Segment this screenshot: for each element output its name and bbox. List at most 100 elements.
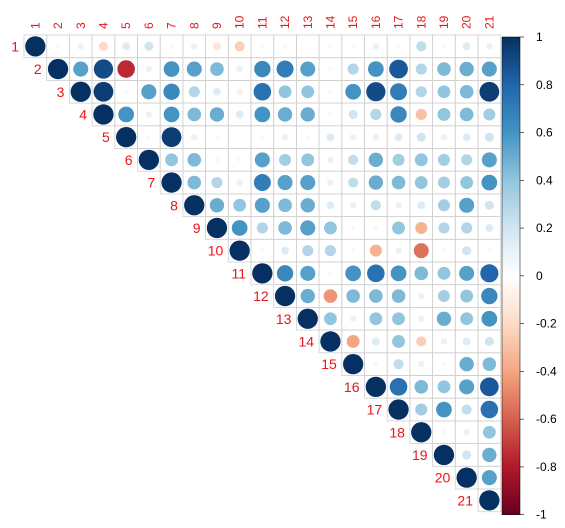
cell-circle-8-10 — [233, 198, 247, 212]
cell-circle-7-14 — [327, 179, 334, 186]
cell-circle-4-4 — [93, 104, 114, 125]
top-label-10: 10 — [233, 15, 247, 29]
cell-circle-6-8 — [187, 153, 202, 167]
row-label-1: 1 — [11, 38, 19, 54]
cell-circle-10-19 — [441, 248, 447, 253]
top-label-15: 15 — [346, 15, 360, 29]
cell-circle-10-15 — [350, 248, 356, 253]
cell-circle-4-17 — [390, 106, 407, 123]
cell-circle-8-8 — [184, 195, 205, 216]
cell-circle-12-14 — [323, 289, 338, 303]
cell-circle-5-12 — [281, 133, 289, 141]
cell-circle-8-13 — [300, 198, 315, 213]
row-label-7: 7 — [147, 175, 155, 191]
legend-tick--0.6: -0.6 — [536, 412, 557, 426]
cell-circle-4-9 — [209, 107, 225, 122]
cell-circle-4-18 — [415, 108, 427, 121]
cell-circle-5-7 — [161, 127, 182, 148]
cell-circle-11-16 — [367, 264, 385, 283]
cell-circle-9-13 — [300, 220, 316, 236]
cell-circle-13-13 — [297, 308, 318, 329]
cell-circle-6-12 — [279, 153, 292, 166]
cell-circle-15-15 — [343, 354, 364, 375]
cell-circle-5-20 — [462, 133, 471, 142]
cell-circle-4-19 — [437, 108, 451, 121]
cell-circle-8-14 — [326, 201, 335, 210]
cell-circle-6-9 — [214, 157, 220, 163]
cell-circle-2-10 — [236, 65, 243, 73]
row-label-11: 11 — [231, 265, 246, 281]
cell-circle-3-7 — [163, 83, 180, 100]
cell-circle-4-7 — [163, 106, 180, 123]
cell-circle-1-4 — [98, 41, 108, 51]
cell-circle-6-6 — [138, 149, 160, 171]
cell-circle-8-19 — [437, 199, 450, 212]
top-label-21: 21 — [482, 15, 496, 29]
cell-circle-4-6 — [145, 111, 153, 118]
row-label-15: 15 — [321, 356, 337, 372]
cell-circle-4-15 — [348, 109, 358, 119]
cell-circle-9-11 — [256, 222, 268, 234]
cell-circle-2-18 — [415, 63, 427, 75]
cell-circle-14-21 — [484, 336, 494, 346]
cell-circle-2-15 — [347, 63, 359, 75]
cell-circle-9-16 — [373, 225, 379, 231]
cell-circle-8-11 — [254, 197, 270, 213]
cell-circle-17-17 — [388, 399, 409, 420]
cell-circle-3-8 — [188, 86, 200, 98]
cell-circle-13-15 — [349, 315, 357, 322]
cell-circle-12-18 — [418, 292, 425, 300]
cell-circle-9-10 — [231, 220, 248, 236]
cell-circle-16-16 — [365, 376, 386, 397]
cell-circle-3-11 — [253, 82, 272, 101]
cell-circle-7-9 — [211, 176, 223, 189]
top-label-18: 18 — [414, 15, 428, 29]
cell-circle-6-11 — [254, 152, 270, 168]
cell-circle-12-13 — [300, 288, 315, 304]
cell-circle-3-16 — [366, 82, 386, 102]
legend-tick-0: 0 — [536, 269, 543, 283]
row-label-2: 2 — [34, 61, 42, 77]
cell-circle-3-15 — [345, 83, 362, 100]
cell-circle-1-18 — [416, 41, 427, 52]
cell-circle-12-21 — [481, 287, 498, 305]
top-label-19: 19 — [437, 15, 451, 29]
cell-circle-12-16 — [369, 289, 383, 303]
cell-circle-11-17 — [390, 265, 407, 282]
top-label-4: 4 — [96, 22, 110, 29]
cell-circle-2-12 — [276, 60, 294, 78]
cell-circle-20-20 — [456, 467, 477, 488]
cell-circle-11-12 — [276, 265, 294, 282]
legend-tick-0.4: 0.4 — [536, 173, 553, 187]
cell-circle-13-20 — [460, 312, 474, 326]
cell-circle-2-14 — [328, 66, 333, 72]
row-label-18: 18 — [389, 424, 405, 440]
cell-circle-4-13 — [300, 107, 315, 122]
cell-circle-4-8 — [187, 107, 202, 122]
cell-circle-3-14 — [328, 89, 333, 95]
row-label-17: 17 — [367, 402, 383, 418]
legend-tick-0.8: 0.8 — [536, 78, 553, 92]
cell-circle-5-8 — [191, 133, 198, 141]
grid-cell — [227, 125, 252, 149]
top-label-9: 9 — [210, 22, 224, 29]
cell-circle-12-19 — [437, 290, 450, 303]
cell-circle-1-10 — [234, 41, 245, 52]
row-label-12: 12 — [253, 288, 269, 304]
cell-circle-18-21 — [482, 425, 496, 439]
cell-circle-1-20 — [462, 42, 471, 51]
cells — [25, 36, 500, 511]
cell-circle-3-10 — [236, 88, 243, 95]
cell-circle-2-2 — [47, 58, 69, 80]
cell-circle-5-18 — [416, 132, 426, 142]
cell-circle-11-20 — [459, 265, 475, 281]
cell-circle-7-12 — [277, 175, 293, 191]
top-label-17: 17 — [392, 15, 406, 29]
legend-tick-1: 1 — [536, 30, 543, 44]
top-label-13: 13 — [301, 15, 315, 29]
cell-circle-3-21 — [479, 81, 500, 102]
cell-circle-15-16 — [373, 361, 379, 367]
top-label-12: 12 — [278, 15, 292, 29]
cell-circle-16-18 — [414, 380, 429, 394]
cell-circle-2-5 — [117, 60, 135, 78]
